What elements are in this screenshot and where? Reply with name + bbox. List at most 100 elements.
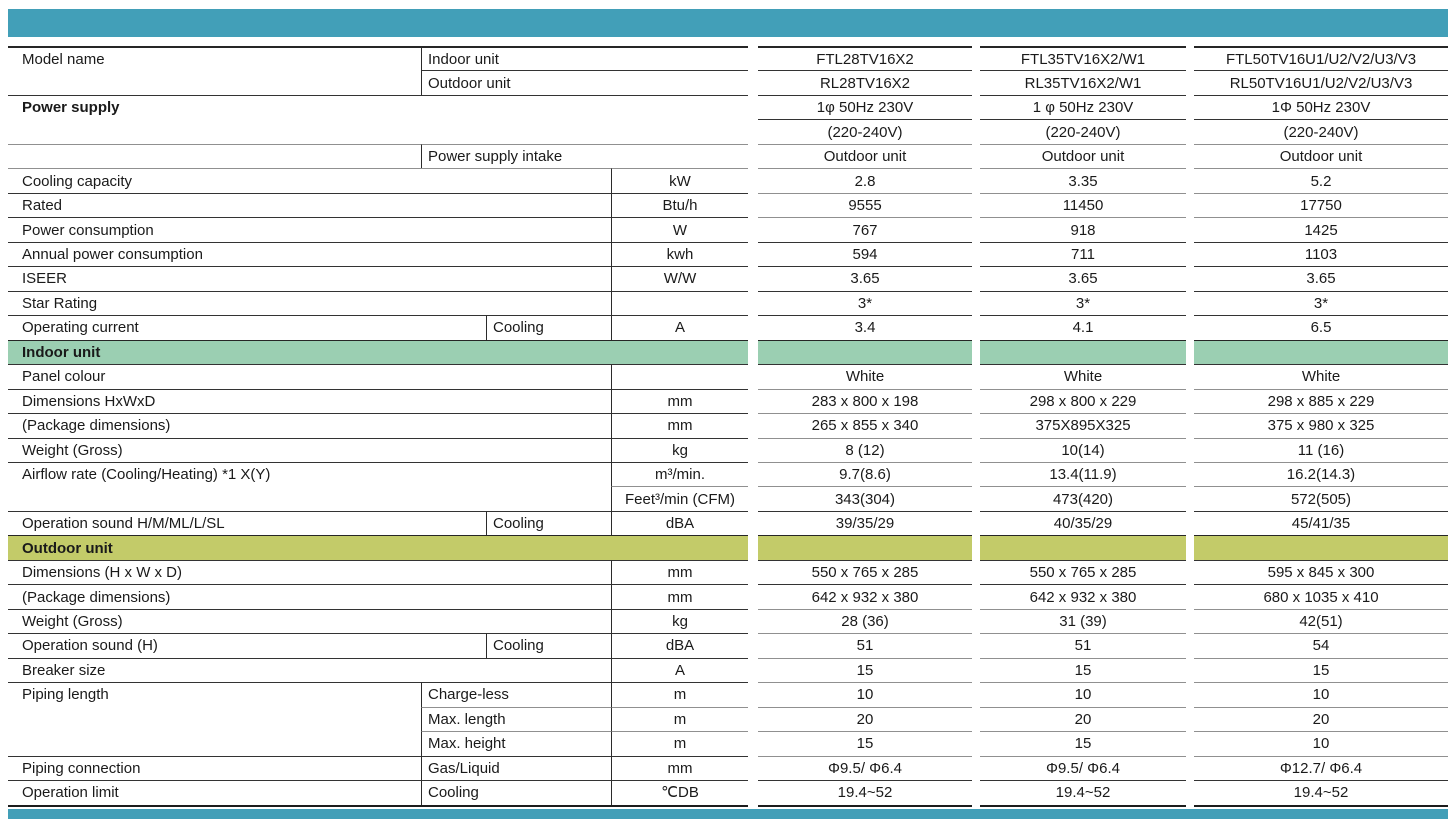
- spec-value-col3: (220-240V): [1194, 119, 1448, 143]
- spec-value-col3: 572(505): [1194, 486, 1448, 510]
- spec-value-col1: 1φ 50Hz 230V: [758, 94, 972, 119]
- spec-value-col2: 51: [980, 633, 1186, 657]
- spec-value-col3: 45/41/35: [1194, 510, 1448, 535]
- spec-value-col3: 10: [1194, 731, 1448, 755]
- spec-value-col2: 15: [980, 731, 1186, 755]
- spec-value-col2: 3.65: [980, 266, 1186, 290]
- spec-value-col2: 3.35: [980, 168, 1186, 192]
- section-bar-segment: [758, 535, 972, 560]
- spec-unit: mm: [611, 413, 748, 438]
- spec-value-col1: 3.4: [758, 315, 972, 339]
- spec-sublabel: Cooling: [421, 780, 611, 805]
- spec-unit: mm: [611, 755, 748, 781]
- spec-value-col3: 16.2(14.3): [1194, 461, 1448, 486]
- spec-value-col2: 11450: [980, 192, 1186, 217]
- spec-unit: dBA: [611, 633, 748, 658]
- spec-label: Cooling capacity: [8, 168, 611, 192]
- spec-value-col1: 9.7(8.6): [758, 461, 972, 486]
- spec-label: (Package dimensions): [8, 413, 611, 437]
- header-bar: [8, 9, 1448, 37]
- spec-label: ISEER: [8, 266, 611, 290]
- spec-value-col3: 1Φ 50Hz 230V: [1194, 94, 1448, 119]
- spec-unit: ℃DB: [611, 780, 748, 805]
- section-bar-indoor-unit: Indoor unit: [8, 339, 1448, 365]
- spec-value-col1: 9555: [758, 192, 972, 217]
- table-row: Star Rating 3* 3* 3*: [8, 290, 1448, 316]
- table-row: Weight (Gross) kg 28 (36) 31 (39) 42(51): [8, 608, 1448, 634]
- spec-label: Operating current: [8, 315, 486, 339]
- spec-value-col1: 343(304): [758, 486, 972, 510]
- spec-value-col2: 918: [980, 217, 1186, 241]
- spec-value-col2: 4.1: [980, 315, 1186, 339]
- spec-value-col2: 20: [980, 706, 1186, 731]
- table-row: Dimensions (H x W x D) mm 550 x 765 x 285 5…: [8, 559, 1448, 585]
- table-row: Operation sound H/M/ML/L/SL Cooling dBA 39/…: [8, 510, 1448, 536]
- spec-unit: Feet³/min (CFM): [611, 486, 748, 511]
- spec-value-col2: 10: [980, 682, 1186, 706]
- spec-value-col1: 10: [758, 682, 972, 706]
- spec-value-col1: 767: [758, 217, 972, 241]
- spec-label: Star Rating: [8, 290, 611, 315]
- table-row: Power supply 1φ 50Hz 230V 1 φ 50Hz 230V 1Φ …: [8, 94, 1448, 119]
- spec-label: [8, 70, 421, 94]
- spec-value-col3: 1103: [1194, 241, 1448, 266]
- spec-value-col1: 19.4~52: [758, 780, 972, 804]
- spec-label: Rated: [8, 192, 611, 217]
- spec-value-col2: 298 x 800 x 229: [980, 388, 1186, 413]
- spec-value-col2: 31 (39): [980, 608, 1186, 633]
- spec-label: [8, 143, 421, 168]
- spec-unit: [611, 290, 748, 316]
- spec-label: Dimensions (H x W x D): [8, 559, 611, 584]
- spec-unit: mm: [611, 584, 748, 609]
- table-row: (Package dimensions) mm 642 x 932 x 380 642…: [8, 584, 1448, 609]
- spec-value-col2: Outdoor unit: [980, 143, 1186, 168]
- rule-segment: [980, 804, 1186, 808]
- spec-value-col1: 15: [758, 657, 972, 682]
- spec-value-col2: 1 φ 50Hz 230V: [980, 94, 1186, 119]
- spec-value-col3: 10: [1194, 682, 1448, 706]
- spec-label: [8, 119, 748, 143]
- spec-value-col2: 711: [980, 241, 1186, 266]
- table-row: (220-240V) (220-240V) (220-240V): [8, 119, 1448, 143]
- spec-sublabel: Max. length: [421, 706, 611, 732]
- spec-value-col3: 3*: [1194, 290, 1448, 315]
- spec-value-col1: White: [758, 364, 972, 388]
- spec-sublabel: Cooling: [486, 633, 611, 658]
- spec-value-col1: 15: [758, 731, 972, 755]
- spec-unit: mm: [611, 388, 748, 414]
- spec-sublabel: Gas/Liquid: [421, 755, 611, 781]
- table-row: Operation limit Cooling ℃DB 19.4~52 19.4~52 1…: [8, 780, 1448, 805]
- table-row: Panel colour White White White: [8, 364, 1448, 389]
- spec-value-col3: 5.2: [1194, 168, 1448, 192]
- spec-value-col3: 375 x 980 x 325: [1194, 413, 1448, 437]
- spec-label: Airflow rate (Cooling/Heating) *1 X(Y): [8, 461, 611, 486]
- spec-unit: mm: [611, 559, 748, 585]
- spec-unit: W/W: [611, 266, 748, 291]
- section-title: Indoor unit: [8, 339, 748, 365]
- spec-value-col1: 3*: [758, 290, 972, 315]
- spec-sublabel: Cooling: [486, 510, 611, 536]
- spec-value-col1: Outdoor unit: [758, 143, 972, 168]
- spec-value-col2: White: [980, 364, 1186, 388]
- table-row: Power consumption W 767 918 1425: [8, 217, 1448, 242]
- spec-value-col2: 3*: [980, 290, 1186, 315]
- rule-segment: [758, 804, 972, 808]
- table-row: Operation sound (H) Cooling dBA 51 51 54: [8, 633, 1448, 658]
- spec-value-col3: 298 x 885 x 229: [1194, 388, 1448, 413]
- table-row: Feet³/min (CFM) 343(304) 473(420) 572(505): [8, 486, 1448, 511]
- spec-label: Operation sound (H): [8, 633, 486, 657]
- table-row: Annual power consumption kwh 594 711 1103: [8, 241, 1448, 267]
- spec-value-col3: 20: [1194, 706, 1448, 731]
- spec-value-col1: 51: [758, 633, 972, 657]
- spec-table: Model name Indoor unit FTL28TV16X2 FTL35TV1…: [8, 46, 1448, 808]
- spec-value-col3: RL50TV16U1/U2/V2/U3/V3: [1194, 70, 1448, 94]
- spec-value-col2: 15: [980, 657, 1186, 682]
- spec-value-col2: 375X895X325: [980, 413, 1186, 437]
- section-bar-outdoor-unit: Outdoor unit: [8, 535, 1448, 560]
- spec-label: Operation limit: [8, 780, 421, 804]
- spec-value-col1: RL28TV16X2: [758, 70, 972, 94]
- table-row: ISEER W/W 3.65 3.65 3.65: [8, 266, 1448, 291]
- section-bar-segment: [980, 339, 1186, 365]
- table-row: Max. length m 20 20 20: [8, 706, 1448, 732]
- spec-unit: A: [611, 315, 748, 340]
